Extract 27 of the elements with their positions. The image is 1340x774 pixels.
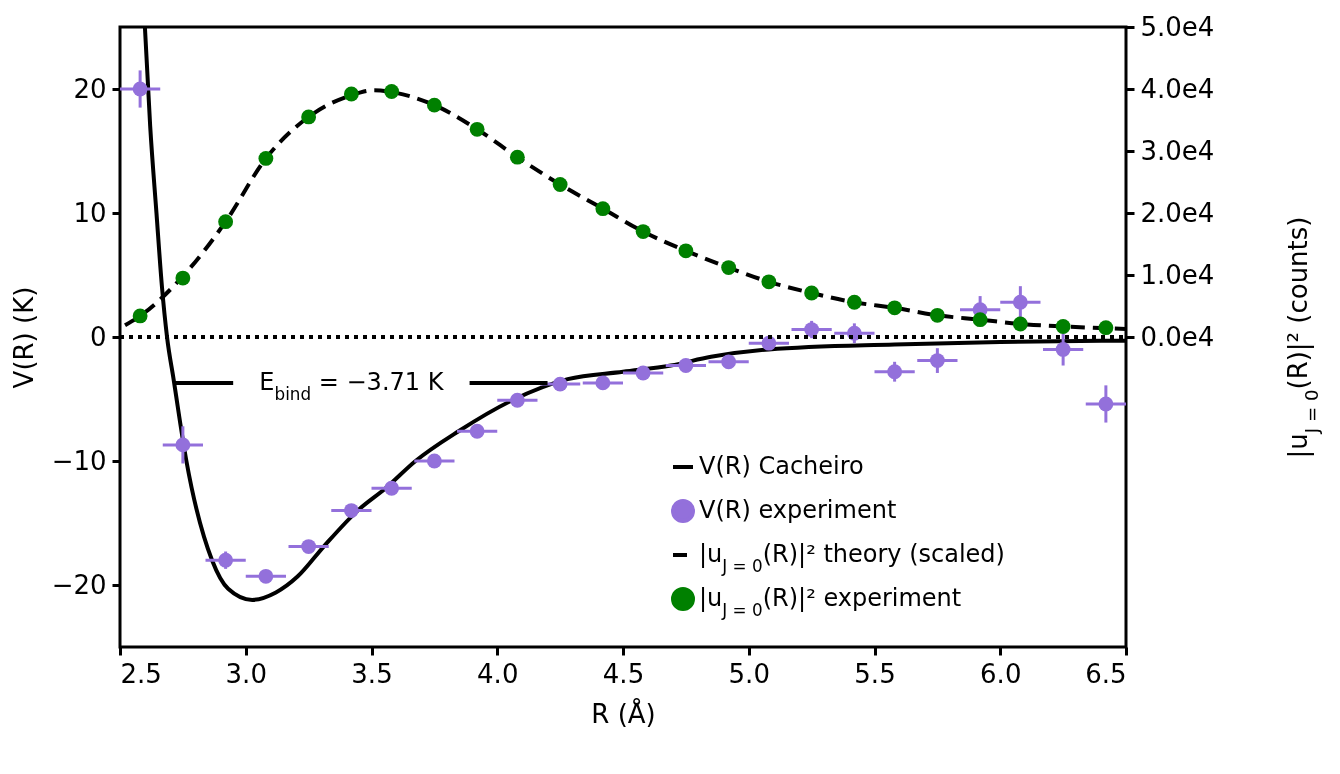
legend-label: V(R) experiment (699, 496, 897, 524)
y-tick-label: 10 (73, 197, 107, 228)
y-tick-label: −10 (51, 445, 107, 476)
y-tick-label: 0 (89, 321, 107, 352)
y-axis-title: V(R) (K) (8, 286, 39, 389)
x-tick-label: 3.5 (351, 658, 393, 689)
x-tick-label: 5.0 (728, 658, 770, 689)
x-tick-label: 6.5 (1085, 658, 1127, 689)
legend-label: |u$_{J = 0}$(R)|² theory (scaled) (699, 540, 1005, 576)
y2-tick-label: 3.0e4 (1140, 135, 1215, 166)
y2-tick-label: 4.0e4 (1140, 73, 1215, 104)
x-tick-label: 4.5 (602, 658, 645, 689)
legend-label: V(R) Cacheiro (699, 452, 864, 480)
x-axis-title: R (Å) (591, 697, 656, 729)
x-tick-label: 5.5 (854, 658, 896, 689)
y2-tick-label: 0.0e4 (1140, 321, 1215, 352)
y-tick-label: −20 (51, 569, 107, 600)
x-tick-label: 4.0 (477, 658, 519, 689)
y2-tick-label: 2.0e4 (1140, 197, 1215, 228)
x-tick-label: 6.0 (980, 658, 1022, 689)
y2-tick-label: 5.0e4 (1140, 11, 1215, 42)
y2-tick-label: 1.0e4 (1140, 259, 1215, 290)
y-tick-label: 20 (73, 73, 107, 104)
x-tick-label: 3.0 (225, 658, 267, 689)
legend-label: |u$_{J = 0}$(R)|² experiment (699, 584, 962, 620)
annotation: E$_{bind}$ = −3.71 K (259, 368, 445, 404)
x-tick-label: 2.5 (120, 658, 162, 689)
